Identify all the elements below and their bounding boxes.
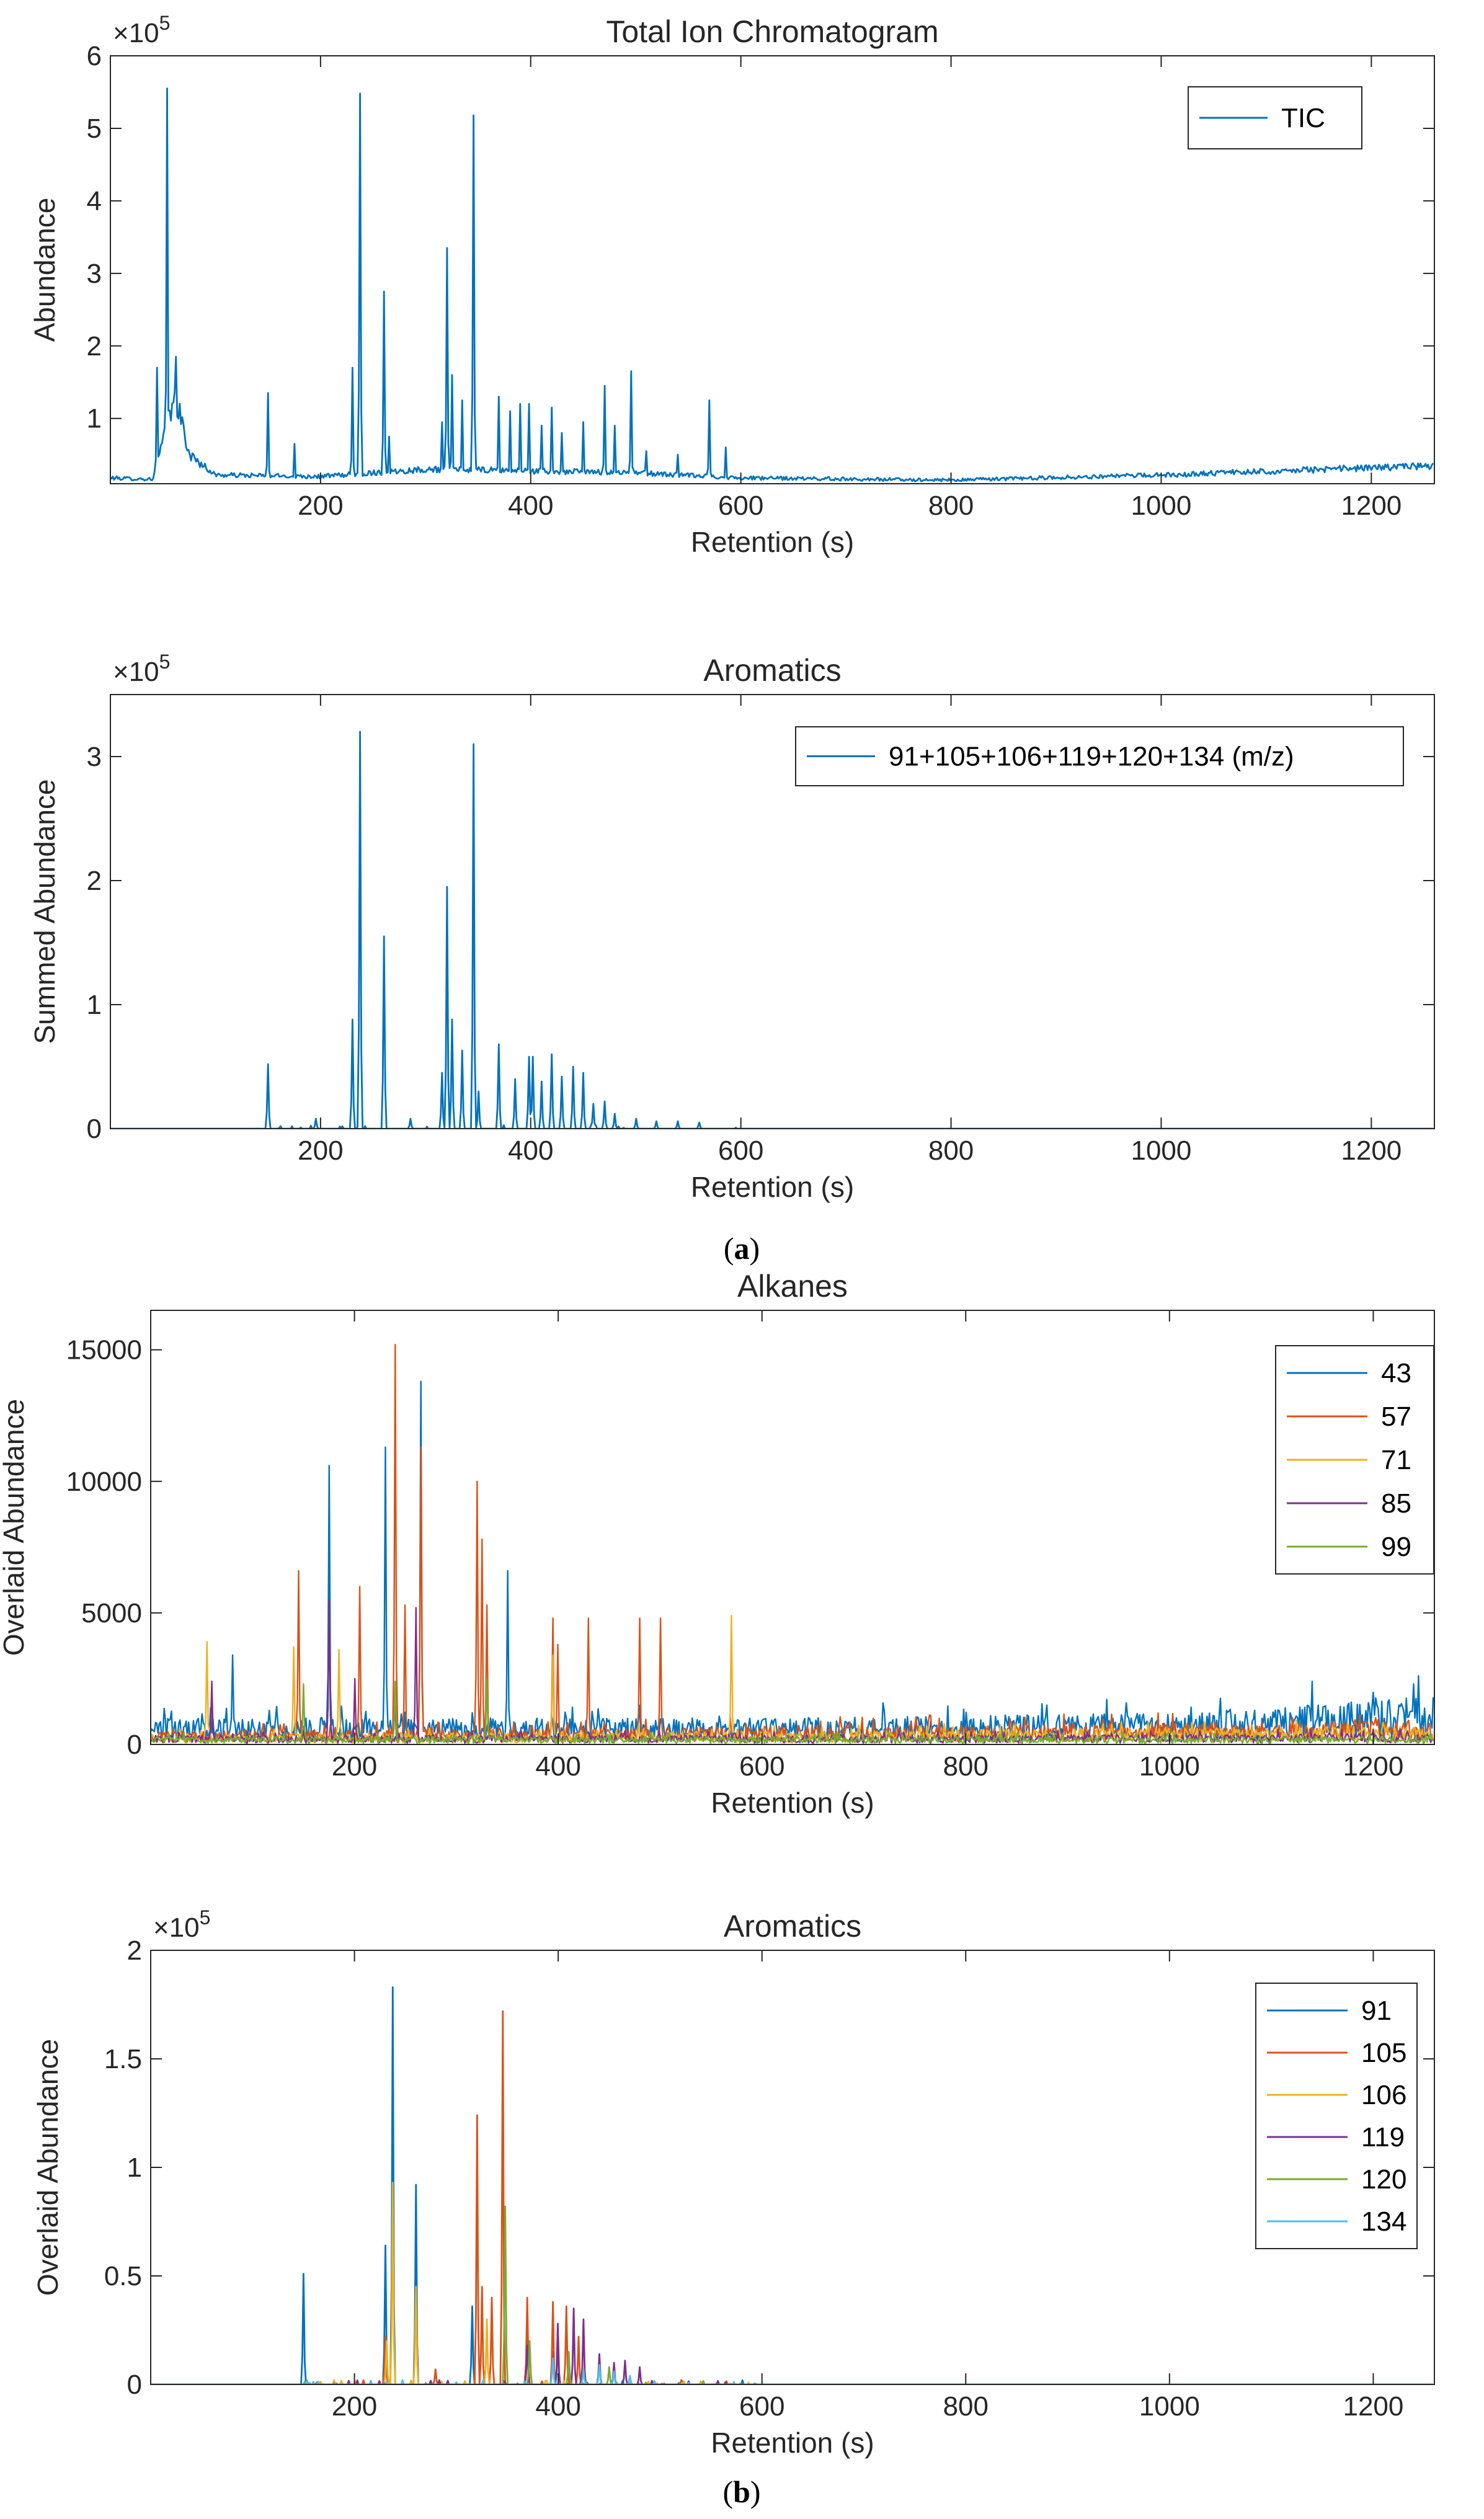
series-line-43 — [151, 1380, 1434, 1741]
series-line-TIC — [110, 87, 1434, 482]
x-axis-label: Retention (s) — [691, 526, 854, 558]
y-tick-label: 2 — [87, 866, 102, 896]
y-tick-label: 4 — [87, 186, 102, 216]
chart-title: Aromatics — [703, 653, 841, 688]
legend-label: 85 — [1381, 1488, 1411, 1519]
y-exponent-power: 5 — [159, 651, 171, 673]
chart-title: Aromatics — [724, 1909, 861, 1944]
y-tick-label: 15000 — [66, 1335, 142, 1366]
x-tick-label: 800 — [928, 491, 974, 521]
x-tick-label: 400 — [535, 2391, 580, 2422]
x-tick-label: 400 — [508, 1135, 553, 1166]
x-tick-label: 1000 — [1131, 491, 1191, 521]
paren-close: ) — [750, 1231, 760, 1266]
x-tick-label: 800 — [928, 1135, 974, 1166]
legend-label: 43 — [1381, 1358, 1411, 1388]
panel-label-b: (b) — [722, 2474, 760, 2509]
plot-area — [151, 1986, 1433, 2384]
legend-label: 119 — [1361, 2122, 1405, 2152]
x-tick-label: 200 — [298, 491, 343, 521]
paren-close: ) — [750, 2474, 761, 2509]
y-exponent-power: 5 — [159, 12, 171, 34]
legend-label: TIC — [1281, 103, 1325, 133]
legend-label: 99 — [1381, 1532, 1411, 1562]
panel-letter: b — [733, 2474, 750, 2509]
axes-box — [110, 55, 1435, 484]
y-tick-label: 10000 — [66, 1467, 142, 1497]
y-axis-label: Abundance — [29, 198, 61, 342]
y-axis-label: Summed Abundance — [29, 779, 61, 1044]
y-tick-label: 5 — [87, 113, 102, 144]
x-tick-label: 1200 — [1343, 1751, 1403, 1782]
x-tick-label: 800 — [943, 1751, 989, 1782]
x-tick-label: 600 — [739, 1751, 784, 1782]
y-tick-label: 1.5 — [104, 2044, 142, 2074]
x-tick-label: 600 — [718, 491, 763, 521]
x-tick-label: 200 — [332, 1751, 377, 1782]
x-tick-label: 800 — [943, 2391, 989, 2422]
y-axis-label: Overlaid Abundance — [0, 1399, 30, 1656]
legend-label: 120 — [1361, 2164, 1406, 2195]
y-tick-label: 1 — [127, 2152, 142, 2183]
y-tick-label: 0 — [87, 1114, 102, 1144]
x-tick-label: 1200 — [1341, 1135, 1402, 1166]
y-tick-label: 6 — [87, 41, 102, 71]
y-tick-label: 0 — [127, 1730, 142, 1760]
y-tick-label: 2 — [87, 331, 102, 362]
legend-label: 134 — [1361, 2206, 1406, 2237]
x-tick-label: 400 — [535, 1751, 580, 1782]
legend-label: 106 — [1361, 2080, 1406, 2110]
y-tick-label: 0 — [127, 2370, 142, 2400]
legend-box — [1255, 1983, 1418, 2249]
x-tick-label: 1000 — [1139, 2391, 1200, 2422]
x-axis-label: Retention (s) — [691, 1171, 854, 1203]
axes-box — [110, 694, 1435, 1129]
x-tick-label: 1000 — [1139, 1751, 1200, 1782]
x-tick-label: 1200 — [1341, 491, 1402, 521]
panel-letter: a — [734, 1231, 750, 1266]
x-axis-label: Retention (s) — [711, 1787, 874, 1819]
y-axis-label: Overlaid Abundance — [32, 2039, 64, 2296]
panel-label-a-text: (a) — [724, 1231, 760, 1266]
paren-open: ( — [722, 2474, 733, 2509]
x-tick-label: 600 — [739, 2391, 784, 2422]
legend-label: 105 — [1361, 2038, 1406, 2068]
x-tick-label: 1000 — [1131, 1135, 1191, 1166]
plot-area — [110, 87, 1434, 482]
series-line-99 — [151, 1677, 1434, 1744]
panel-label-b-text: (b) — [722, 2474, 760, 2509]
legend-label: 71 — [1381, 1445, 1411, 1475]
x-tick-label: 1200 — [1343, 2391, 1403, 2422]
y-tick-label: 5000 — [81, 1598, 142, 1628]
chart-title: Alkanes — [737, 1269, 848, 1304]
chart-title: Total Ion Chromatogram — [606, 14, 938, 49]
panel-label-a: (a) — [724, 1231, 760, 1266]
y-tick-label: 3 — [87, 742, 102, 772]
x-tick-label: 600 — [718, 1135, 763, 1166]
legend-label: 91 — [1361, 1996, 1392, 2026]
plot-area — [151, 1344, 1434, 1744]
x-axis-label: Retention (s) — [711, 2427, 874, 2459]
y-tick-label: 1 — [87, 404, 102, 434]
y-tick-label: 3 — [87, 259, 102, 289]
y-tick-label: 2 — [127, 1935, 142, 1966]
y-exponent-power: 5 — [200, 1906, 211, 1929]
legend-label: 57 — [1381, 1402, 1411, 1432]
x-tick-label: 200 — [332, 2391, 377, 2422]
x-tick-label: 400 — [508, 491, 553, 521]
alkanes-panel: Alkanes 200 400 600 800 1000 1200 0 5000 10000 150… — [0, 1269, 1435, 1819]
x-tick-label: 200 — [298, 1135, 343, 1166]
legend-box — [795, 726, 1404, 786]
paren-open: ( — [724, 1231, 734, 1266]
y-tick-label: 1 — [87, 990, 102, 1020]
y-tick-label: 0.5 — [104, 2261, 142, 2291]
legend-label: 91+105+106+119+120+134 (m/z) — [889, 742, 1294, 772]
